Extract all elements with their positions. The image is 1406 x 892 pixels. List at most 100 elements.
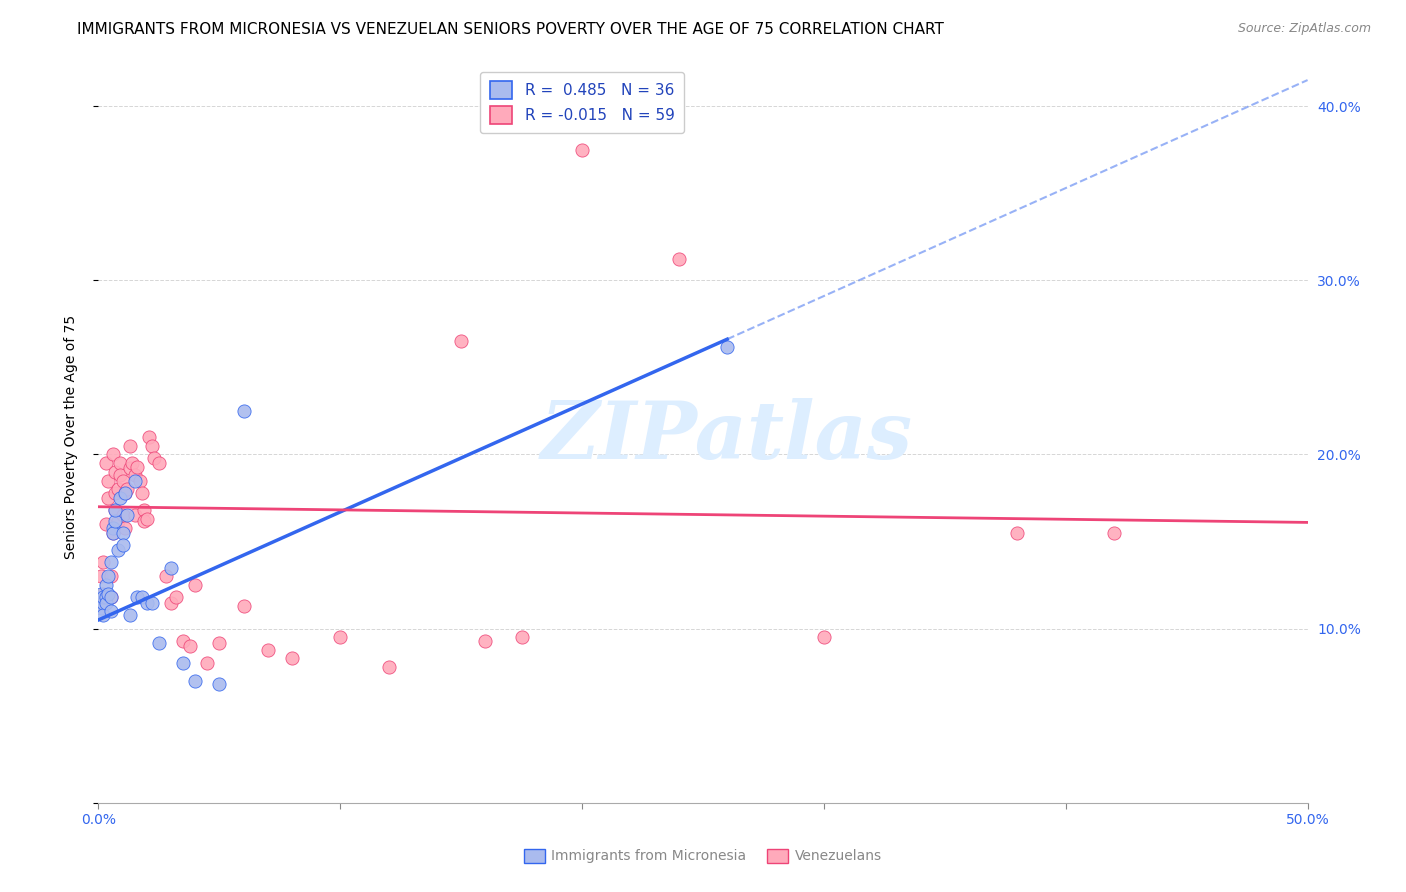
Point — [107, 483, 129, 497]
Point — [104, 503, 127, 517]
Point — [100, 556, 122, 570]
Point — [135, 512, 157, 526]
Point — [104, 465, 127, 479]
Point — [160, 595, 183, 609]
Point — [117, 508, 139, 523]
Point — [329, 631, 352, 645]
Point — [111, 538, 134, 552]
Point — [179, 639, 201, 653]
Point — [138, 430, 160, 444]
Point — [90, 569, 112, 583]
Point — [184, 578, 207, 592]
Point — [108, 468, 131, 483]
Point — [135, 595, 157, 609]
Point — [94, 517, 117, 532]
Point — [377, 660, 399, 674]
Legend: Immigrants from Micronesia, Venezuelans: Immigrants from Micronesia, Venezuelans — [519, 843, 887, 869]
Point — [128, 474, 150, 488]
Point — [118, 607, 141, 622]
Point — [114, 485, 136, 500]
Point — [184, 673, 207, 688]
Point — [104, 503, 127, 517]
Point — [91, 587, 114, 601]
Point — [121, 456, 143, 470]
Point — [668, 252, 690, 267]
Point — [124, 468, 146, 483]
Point — [100, 569, 122, 583]
Point — [172, 633, 194, 648]
Point — [716, 339, 738, 353]
Point — [118, 461, 141, 475]
Point — [114, 485, 136, 500]
Text: IMMIGRANTS FROM MICRONESIA VS VENEZUELAN SENIORS POVERTY OVER THE AGE OF 75 CORR: IMMIGRANTS FROM MICRONESIA VS VENEZUELAN… — [77, 22, 945, 37]
Point — [117, 483, 139, 497]
Point — [97, 491, 120, 505]
Point — [172, 657, 194, 671]
Point — [94, 456, 117, 470]
Point — [571, 143, 593, 157]
Point — [107, 543, 129, 558]
Point — [91, 591, 114, 605]
Text: Source: ZipAtlas.com: Source: ZipAtlas.com — [1237, 22, 1371, 36]
Point — [101, 525, 124, 540]
Point — [813, 631, 835, 645]
Point — [90, 600, 112, 615]
Point — [155, 569, 177, 583]
Point — [101, 448, 124, 462]
Point — [127, 459, 149, 474]
Point — [131, 485, 153, 500]
Point — [90, 587, 112, 601]
Point — [1007, 525, 1029, 540]
Point — [111, 474, 134, 488]
Point — [107, 514, 129, 528]
Point — [97, 587, 120, 601]
Point — [134, 514, 156, 528]
Point — [108, 456, 131, 470]
Point — [232, 599, 254, 613]
Point — [127, 591, 149, 605]
Point — [143, 450, 166, 465]
Point — [94, 578, 117, 592]
Point — [208, 635, 231, 649]
Point — [141, 595, 163, 609]
Point — [450, 334, 472, 349]
Point — [104, 514, 127, 528]
Point — [131, 591, 153, 605]
Point — [160, 560, 183, 574]
Point — [124, 508, 146, 523]
Point — [141, 439, 163, 453]
Point — [97, 474, 120, 488]
Point — [148, 635, 170, 649]
Point — [100, 591, 122, 605]
Point — [208, 677, 231, 691]
Point — [134, 503, 156, 517]
Point — [281, 651, 304, 665]
Point — [111, 508, 134, 523]
Point — [101, 525, 124, 540]
Text: ZIPatlas: ZIPatlas — [541, 399, 914, 475]
Point — [195, 657, 218, 671]
Point — [124, 474, 146, 488]
Point — [118, 439, 141, 453]
Point — [94, 595, 117, 609]
Point — [101, 521, 124, 535]
Point — [474, 633, 496, 648]
Point — [111, 525, 134, 540]
Y-axis label: Seniors Poverty Over the Age of 75: Seniors Poverty Over the Age of 75 — [63, 315, 77, 559]
Point — [108, 491, 131, 505]
Point — [97, 569, 120, 583]
Point — [114, 521, 136, 535]
Point — [104, 485, 127, 500]
Point — [100, 591, 122, 605]
Point — [165, 591, 187, 605]
Point — [148, 456, 170, 470]
Point — [510, 631, 533, 645]
Point — [100, 604, 122, 618]
Point — [91, 556, 114, 570]
Point — [256, 642, 278, 657]
Point — [94, 591, 117, 605]
Point — [91, 607, 114, 622]
Point — [91, 595, 114, 609]
Point — [232, 404, 254, 418]
Point — [1102, 525, 1125, 540]
